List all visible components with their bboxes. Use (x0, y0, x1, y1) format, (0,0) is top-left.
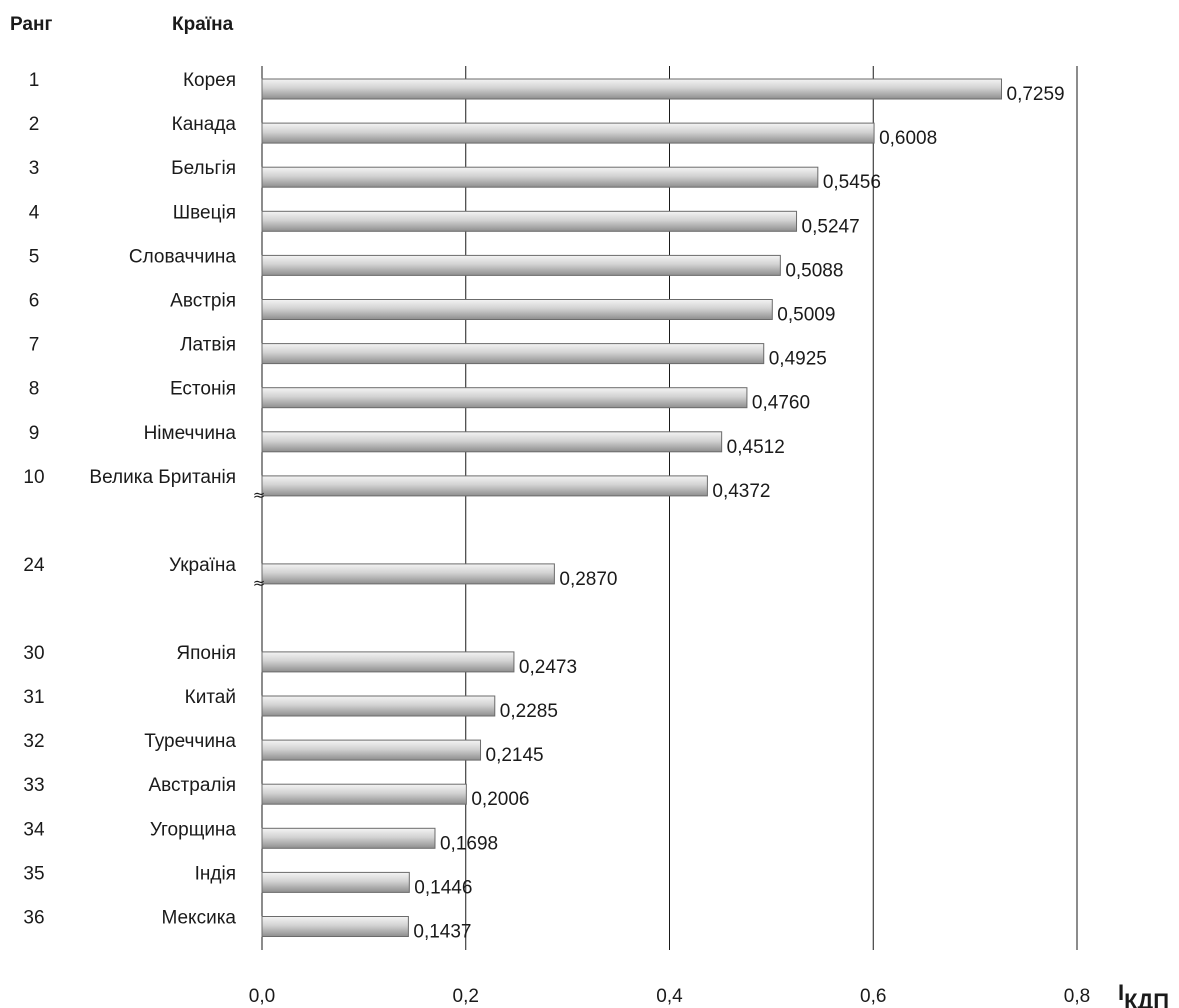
bar-value-label: 0,5247 (802, 216, 860, 237)
bar-value-label: 0,1446 (414, 877, 472, 898)
bar (261, 210, 798, 232)
bars (261, 78, 1003, 937)
country-label: Словаччина (129, 246, 237, 267)
x-axis-label-subscript: КДП (1124, 989, 1169, 1008)
bar (261, 695, 496, 717)
rank-label: 24 (23, 555, 45, 576)
bar (261, 431, 723, 453)
axis-break-marker: ≈ (253, 486, 266, 504)
country-label: Японія (176, 643, 236, 664)
country-label: Естонія (170, 379, 236, 400)
country-label: Латвія (180, 335, 236, 356)
country-label: Індія (195, 863, 236, 884)
country-label: Угорщина (150, 819, 237, 840)
bar (261, 739, 482, 761)
bar-value-label: 0,4760 (752, 393, 810, 414)
country-label: Туреччина (144, 731, 236, 752)
bar (261, 783, 467, 805)
bar-value-label: 0,2006 (471, 789, 529, 810)
bar-value-label: 0,5456 (823, 172, 881, 193)
country-label: Канада (172, 114, 237, 135)
country-column-header: Країна (172, 14, 234, 35)
bar-value-label: 0,2870 (559, 569, 617, 590)
rank-label: 1 (29, 70, 40, 91)
rank-column-header: Ранг (10, 14, 52, 35)
country-label: Мексика (161, 908, 236, 929)
rank-label: 34 (23, 819, 45, 840)
rank-label: 6 (29, 291, 40, 312)
x-tick-label: 0,4 (656, 986, 683, 1007)
rank-label: 2 (29, 114, 40, 135)
rank-label: 4 (29, 202, 40, 223)
bar-value-label: 0,2285 (500, 701, 558, 722)
bar-value-label: 0,4372 (712, 481, 770, 502)
bar (261, 78, 1003, 100)
bar (261, 651, 515, 673)
x-tick-label: 0,2 (453, 986, 479, 1007)
rank-label: 7 (29, 335, 40, 356)
rank-label: 36 (23, 908, 44, 929)
x-axis-label: IКДП (1118, 980, 1169, 1008)
rank-label: 9 (29, 423, 40, 444)
x-tick-label: 0,6 (860, 986, 886, 1007)
bar-value-label: 0,2145 (486, 745, 544, 766)
bar (261, 299, 773, 320)
rank-label: 31 (23, 687, 44, 708)
bar (261, 254, 781, 276)
rank-label: 30 (23, 643, 44, 664)
bar (261, 871, 410, 893)
bar (261, 387, 748, 409)
bar-value-label: 0,1698 (440, 833, 498, 854)
rank-label: 3 (29, 158, 40, 179)
x-tick-label: 0,0 (249, 986, 275, 1007)
labels: 0,0 0,2 0,4 0,6 0,8 1 Корея 0,7259 2 Канада 0,6008… (23, 70, 1090, 1007)
rank-label: 35 (23, 863, 44, 884)
rank-label: 32 (23, 731, 44, 752)
bar (261, 827, 436, 849)
country-label: Китай (185, 687, 236, 708)
bar (261, 343, 765, 365)
bar-value-label: 0,2473 (519, 657, 577, 678)
bar (261, 563, 555, 585)
x-tick-label: 0,8 (1064, 986, 1090, 1007)
bar-value-label: 0,4512 (727, 437, 785, 458)
country-label: Австралія (149, 775, 237, 796)
bar (261, 166, 819, 188)
bar (261, 475, 708, 497)
country-label: Бельгія (171, 158, 236, 179)
country-label: Швеція (173, 202, 236, 223)
rank-label: 8 (29, 379, 40, 400)
bar-value-label: 0,7259 (1007, 84, 1065, 105)
bar-value-label: 0,4925 (769, 349, 827, 370)
country-label: Німеччина (144, 423, 237, 444)
rank-label: 10 (23, 467, 44, 488)
x-axis-label-main: I (1118, 980, 1124, 1005)
rank-label: 5 (29, 246, 40, 267)
country-label: Україна (169, 555, 236, 576)
bar (261, 916, 409, 937)
bar-value-label: 0,5088 (785, 260, 843, 281)
rank-label: 33 (23, 775, 44, 796)
country-label: Австрія (170, 291, 236, 312)
bar-value-label: 0,1437 (413, 922, 471, 943)
bar-value-label: 0,6008 (879, 128, 937, 149)
bar (261, 122, 875, 144)
country-label: Велика Британія (89, 467, 236, 488)
country-label: Корея (183, 70, 236, 91)
axis-break-marker: ≈ (253, 574, 266, 592)
bar-value-label: 0,5009 (777, 305, 835, 326)
gridlines (261, 66, 1078, 950)
